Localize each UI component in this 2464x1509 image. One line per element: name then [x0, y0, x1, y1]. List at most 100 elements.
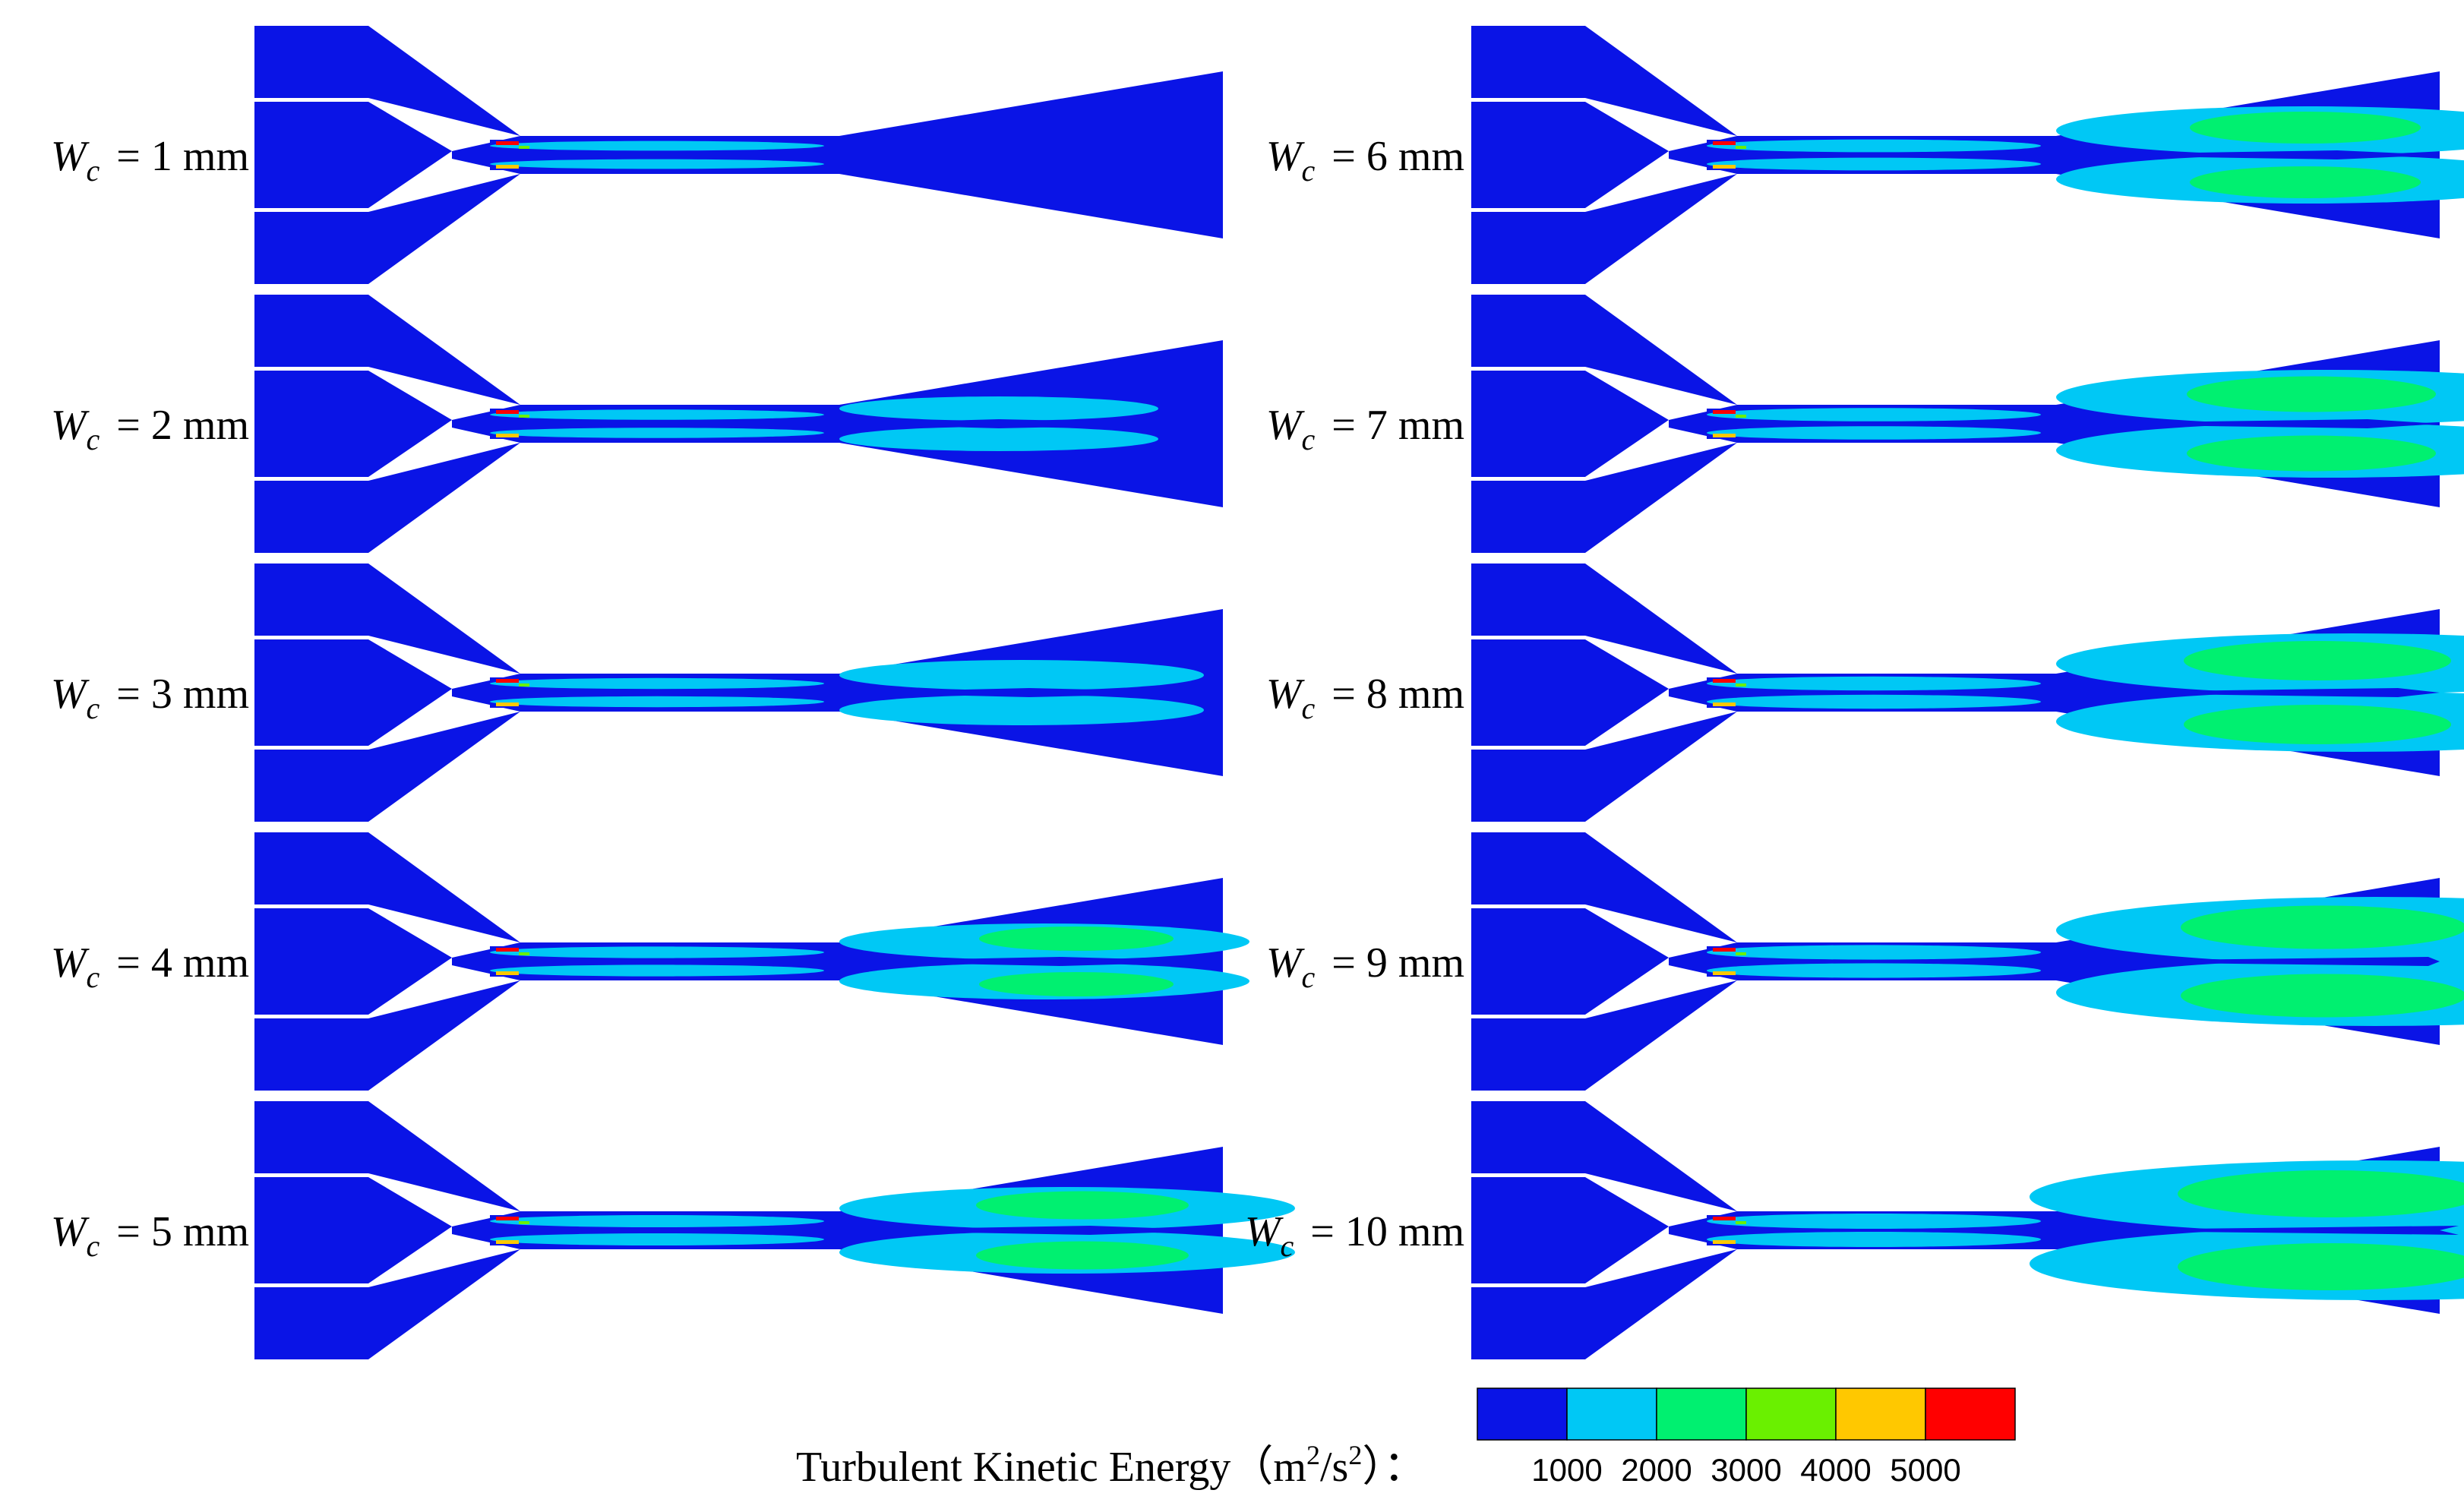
label-subscript: c — [87, 1229, 100, 1263]
hotspot-upper — [496, 141, 519, 145]
plume-lower — [839, 427, 1158, 451]
label-variable: W — [1266, 402, 1305, 449]
hotspot-lower — [1713, 165, 1736, 169]
upper-inlet — [1471, 1101, 1737, 1211]
contour-panels — [254, 26, 2464, 1359]
hotspot-lower — [1713, 434, 1736, 437]
hotspot-mid — [1736, 683, 1746, 687]
panel-label-4: Wc = 4 mm — [51, 939, 249, 994]
central-wedge — [1471, 1177, 1669, 1283]
panel-label-6: Wc = 6 mm — [1266, 133, 1464, 188]
contour-panel-8 — [1471, 564, 2464, 822]
colorbar-tick-4000: 4000 — [1800, 1452, 1871, 1488]
panel-label-5: Wc = 5 mm — [51, 1208, 249, 1263]
hotspot-mid — [1736, 952, 1746, 955]
lower-inlet — [254, 1249, 520, 1359]
lower-inlet — [1471, 1249, 1737, 1359]
colorbar-swatch-2 — [1566, 1387, 1657, 1441]
label-variable: W — [51, 402, 90, 449]
colorbar-swatch-1 — [1477, 1387, 1568, 1441]
colorbar-tick-1000: 1000 — [1531, 1452, 1602, 1488]
green-core-lower — [979, 972, 1174, 996]
jet-lower — [490, 964, 824, 977]
label-subscript: c — [1302, 422, 1316, 456]
label-variable: W — [51, 939, 90, 987]
green-core-lower — [2190, 166, 2421, 198]
hotspot-upper — [496, 1217, 519, 1220]
green-core-lower — [2184, 705, 2451, 744]
green-core-upper — [2181, 905, 2464, 949]
jet-lower — [490, 696, 824, 708]
colorbar-swatch-5 — [1835, 1387, 1926, 1441]
plume-upper — [839, 660, 1204, 690]
upper-inlet — [254, 295, 520, 405]
hotspot-lower — [496, 165, 519, 169]
green-core-lower — [2178, 1243, 2464, 1290]
hotspot-mid — [519, 1221, 529, 1224]
label-equals: = 10 mm — [1300, 1208, 1464, 1255]
upper-inlet — [254, 26, 520, 136]
central-wedge — [1471, 371, 1669, 477]
lower-inlet — [1471, 174, 1737, 284]
hotspot-lower — [496, 971, 519, 975]
label-variable: W — [51, 133, 90, 180]
label-variable: W — [51, 671, 90, 718]
central-wedge — [1471, 102, 1669, 208]
jet-lower — [1707, 157, 2041, 171]
colorbar-swatch-6 — [1925, 1387, 2016, 1441]
upper-inlet — [254, 1101, 520, 1211]
hotspot-lower — [1713, 702, 1736, 706]
label-equals: = 2 mm — [106, 402, 249, 449]
label-equals: = 5 mm — [106, 1208, 249, 1255]
central-wedge — [1471, 908, 1669, 1015]
lower-inlet — [254, 443, 520, 553]
label-subscript: c — [87, 960, 100, 994]
hotspot-upper — [1713, 1217, 1736, 1220]
label-subscript: c — [1302, 153, 1316, 188]
colorbar-tick-5000: 5000 — [1890, 1452, 1960, 1488]
core-blue — [832, 1226, 1223, 1235]
jet-lower — [1707, 963, 2041, 978]
core-blue — [832, 419, 1223, 428]
contour-panel-10 — [1471, 1101, 2464, 1359]
green-core-upper — [979, 927, 1174, 951]
central-wedge — [254, 371, 452, 477]
core-blue — [2049, 957, 2440, 966]
jet-lower — [1707, 426, 2041, 440]
lower-inlet — [254, 712, 520, 822]
colorbar-tick-3000: 3000 — [1711, 1452, 1781, 1488]
contour-panel-3 — [254, 564, 1223, 822]
contour-panel-5 — [254, 1101, 1295, 1359]
hotspot-lower — [496, 434, 519, 437]
label-subscript: c — [1302, 960, 1316, 994]
green-core-upper — [2190, 112, 2421, 144]
label-variable: W — [51, 1208, 90, 1255]
upper-inlet — [1471, 295, 1737, 405]
lower-inlet — [254, 174, 520, 284]
jet-upper — [490, 140, 824, 151]
panel-label-3: Wc = 3 mm — [51, 671, 249, 725]
label-equals: = 8 mm — [1321, 671, 1464, 718]
green-core-lower — [2181, 974, 2464, 1018]
core-blue — [832, 688, 1223, 697]
central-wedge — [1471, 639, 1669, 746]
colorbar-tick-2000: 2000 — [1621, 1452, 1692, 1488]
upper-inlet — [1471, 832, 1737, 942]
panel-label-8: Wc = 8 mm — [1266, 671, 1464, 725]
label-subscript: c — [1281, 1229, 1294, 1263]
contour-panel-4 — [254, 832, 1249, 1091]
label-subscript: c — [87, 153, 100, 188]
label-subscript: c — [87, 691, 100, 725]
hotspot-lower — [1713, 1240, 1736, 1244]
hotspot-mid — [519, 952, 529, 955]
label-equals: = 3 mm — [106, 671, 249, 718]
jet-upper — [1707, 408, 2041, 421]
lower-inlet — [1471, 980, 1737, 1091]
contour-panel-2 — [254, 295, 1223, 553]
upper-inlet — [1471, 26, 1737, 136]
panel-label-7: Wc = 7 mm — [1266, 402, 1464, 456]
core-blue — [2049, 419, 2440, 428]
core-blue — [2049, 688, 2440, 697]
label-equals: = 7 mm — [1321, 402, 1464, 449]
